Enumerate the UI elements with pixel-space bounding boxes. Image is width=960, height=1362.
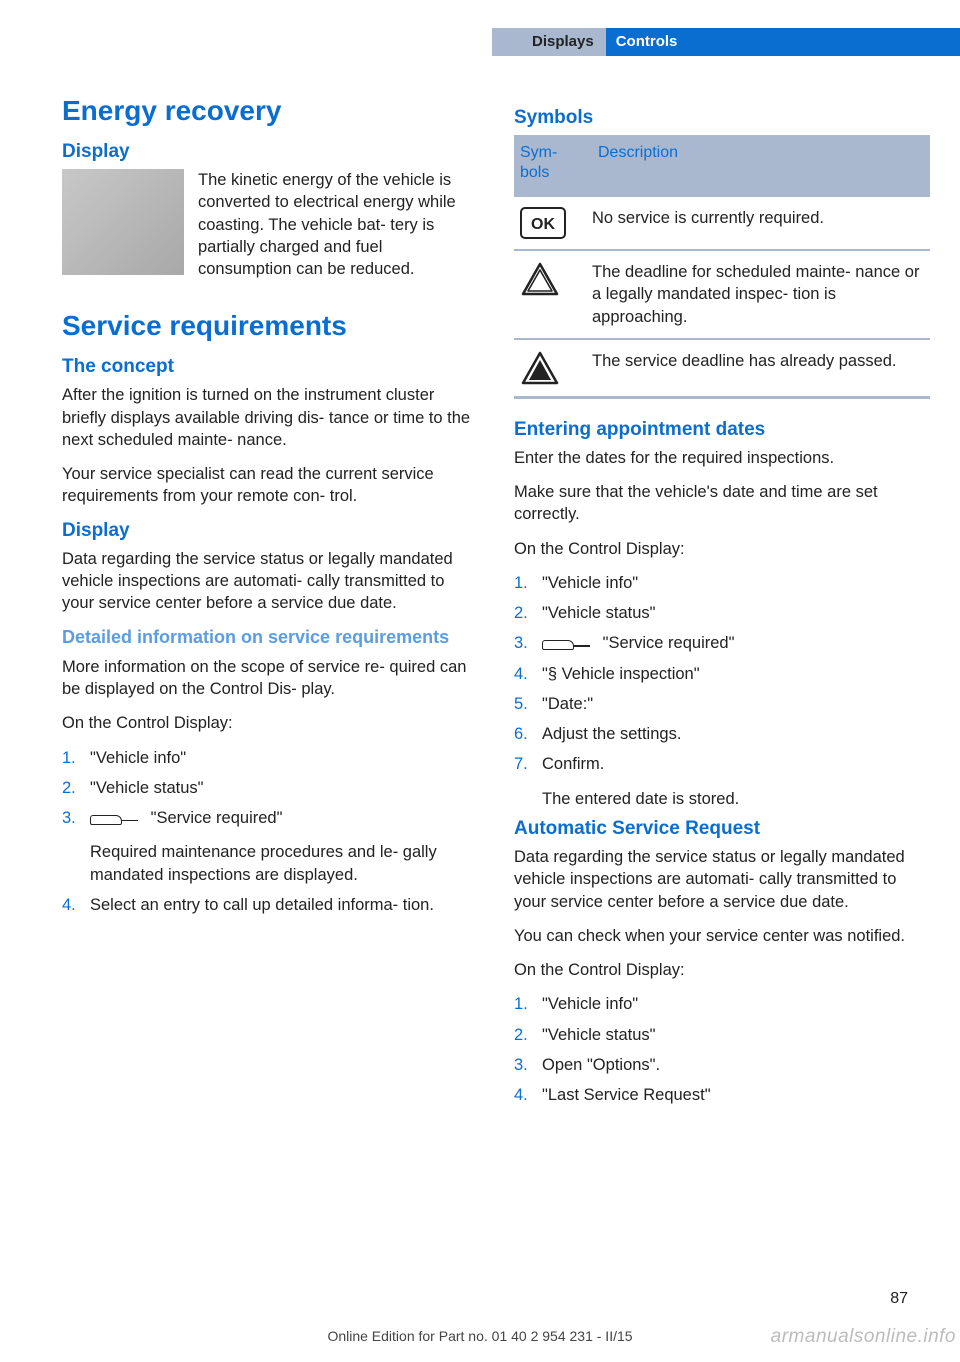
- right-column: Symbols Sym‐ bols Description OK No serv…: [514, 95, 930, 1118]
- list-item: 1."Vehicle info": [514, 993, 930, 1015]
- heading-symbols: Symbols: [514, 107, 930, 129]
- list-number: 6.: [514, 723, 542, 745]
- display-row: The kinetic energy of the vehicle is con…: [62, 169, 478, 292]
- list-item: 1."Vehicle info": [62, 747, 478, 769]
- list-number: 3.: [514, 632, 542, 654]
- list-item: 4."§ Vehicle inspection": [514, 663, 930, 685]
- car-icon: [90, 811, 140, 827]
- entering-list: 1."Vehicle info" 2."Vehicle status" 3. "…: [514, 572, 930, 776]
- heading-automatic-service-request: Automatic Service Request: [514, 818, 930, 840]
- display-description: The kinetic energy of the vehicle is con…: [198, 169, 478, 280]
- list-item: 2."Vehicle status": [514, 1024, 930, 1046]
- heading-display: Display: [62, 141, 478, 163]
- list-text: "§ Vehicle inspection": [542, 663, 930, 685]
- svg-text:OK: OK: [531, 216, 555, 233]
- list-item: 2."Vehicle status": [514, 602, 930, 624]
- list-item: 2."Vehicle status": [62, 777, 478, 799]
- list-text: "Last Service Request": [542, 1084, 930, 1106]
- table-description: The deadline for scheduled mainte‐ nance…: [592, 261, 930, 328]
- table-header: Sym‐ bols Description: [514, 135, 930, 197]
- table-description: No service is currently required.: [592, 207, 930, 229]
- table-row: OK No service is currently required.: [514, 197, 930, 251]
- heading-energy-recovery: Energy recovery: [62, 95, 478, 127]
- heading-display-2: Display: [62, 520, 478, 542]
- page-body: Energy recovery Display The kinetic ener…: [62, 95, 930, 1118]
- on-control-display-2: On the Control Display:: [514, 538, 930, 560]
- list-item: 3. "Service required": [62, 807, 478, 829]
- list-sub-text: Required maintenance procedures and le‐ …: [90, 841, 478, 886]
- list-text: "Service required": [90, 807, 478, 829]
- list-item: 3.Open "Options".: [514, 1054, 930, 1076]
- list-text: "Vehicle info": [542, 572, 930, 594]
- heading-detailed-info: Detailed information on service requirem…: [62, 626, 478, 649]
- list-item: 3. "Service required": [514, 632, 930, 654]
- detailed-paragraph: More information on the scope of service…: [62, 656, 478, 701]
- list-item: 7.Confirm.: [514, 753, 930, 775]
- ok-icon: OK: [514, 207, 592, 239]
- entering-paragraph-1: Enter the dates for the required inspect…: [514, 447, 930, 469]
- list-number: 5.: [514, 693, 542, 715]
- list-number: 4.: [62, 894, 90, 916]
- list-number: 1.: [514, 572, 542, 594]
- list-text: Adjust the settings.: [542, 723, 930, 745]
- display2-paragraph: Data regarding the service status or leg…: [62, 548, 478, 615]
- list-text: Select an entry to call up detailed info…: [90, 894, 478, 916]
- concept-paragraph-1: After the ignition is turned on the inst…: [62, 384, 478, 451]
- heading-the-concept: The concept: [62, 356, 478, 378]
- header-section-blue: Controls: [606, 28, 960, 56]
- list-text: "Vehicle status": [542, 1024, 930, 1046]
- list-number: 7.: [514, 753, 542, 775]
- list-number: 3.: [62, 807, 90, 829]
- detailed-list-cont: 4.Select an entry to call up detailed in…: [62, 894, 478, 916]
- list-item: 1."Vehicle info": [514, 572, 930, 594]
- warning-triangle-filled-icon: [514, 350, 592, 386]
- gauge-image-placeholder: [62, 169, 184, 275]
- list-number: 2.: [62, 777, 90, 799]
- list-number: 2.: [514, 602, 542, 624]
- list-number: 1.: [62, 747, 90, 769]
- concept-paragraph-2: Your service specialist can read the cur…: [62, 463, 478, 508]
- list-item: 5."Date:": [514, 693, 930, 715]
- list-sub-text: The entered date is stored.: [542, 788, 930, 810]
- list-item: 6.Adjust the settings.: [514, 723, 930, 745]
- table-header-symbols: Sym‐ bols: [514, 135, 592, 197]
- list-text: "Date:": [542, 693, 930, 715]
- list-text: "Vehicle info": [542, 993, 930, 1015]
- page-number: 87: [890, 1290, 908, 1308]
- on-control-display-3: On the Control Display:: [514, 959, 930, 981]
- car-icon: [542, 636, 592, 652]
- list-item: 4.Select an entry to call up detailed in…: [62, 894, 478, 916]
- heading-entering-dates: Entering appointment dates: [514, 419, 930, 441]
- detailed-list: 1."Vehicle info" 2."Vehicle status" 3. "…: [62, 747, 478, 830]
- on-control-display-1: On the Control Display:: [62, 712, 478, 734]
- header-bar: Displays Controls: [492, 28, 960, 56]
- list-number: 4.: [514, 1084, 542, 1106]
- list-text: "Vehicle status": [90, 777, 478, 799]
- list-text: "Service required": [542, 632, 930, 654]
- asr-paragraph-1: Data regarding the service status or leg…: [514, 846, 930, 913]
- symbols-table: Sym‐ bols Description OK No service is c…: [514, 135, 930, 399]
- header-section-gray: Displays: [492, 28, 606, 56]
- table-description: The service deadline has already passed.: [592, 350, 930, 372]
- warning-triangle-outline-icon: [514, 261, 592, 297]
- list-number: 3.: [514, 1054, 542, 1076]
- heading-service-requirements: Service requirements: [62, 310, 478, 342]
- list-number: 4.: [514, 663, 542, 685]
- table-row: The service deadline has already passed.: [514, 340, 930, 399]
- list-number: 1.: [514, 993, 542, 1015]
- list-number: 2.: [514, 1024, 542, 1046]
- entering-paragraph-2: Make sure that the vehicle's date and ti…: [514, 481, 930, 526]
- list-text: "Vehicle info": [90, 747, 478, 769]
- left-column: Energy recovery Display The kinetic ener…: [62, 95, 478, 1118]
- watermark: armanualsonline.info: [771, 1326, 956, 1348]
- list-item: 4."Last Service Request": [514, 1084, 930, 1106]
- table-row: The deadline for scheduled mainte‐ nance…: [514, 251, 930, 340]
- list-text: Open "Options".: [542, 1054, 930, 1076]
- list-text: Confirm.: [542, 753, 930, 775]
- asr-paragraph-2: You can check when your service center w…: [514, 925, 930, 947]
- asr-list: 1."Vehicle info" 2."Vehicle status" 3.Op…: [514, 993, 930, 1106]
- list-text: "Vehicle status": [542, 602, 930, 624]
- table-header-description: Description: [592, 135, 930, 197]
